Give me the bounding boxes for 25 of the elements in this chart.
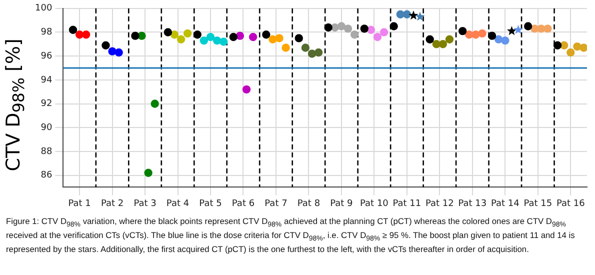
y-tick-label: 86: [40, 170, 52, 181]
y-tick-label: 100: [34, 4, 52, 14]
x-tick-label: Pat 15: [524, 198, 552, 209]
x-tick-label: Pat 8: [297, 198, 320, 209]
x-tick-label: Pat 6: [232, 198, 255, 209]
x-tick-label: Pat 7: [264, 198, 288, 209]
y-tick-label: 96: [40, 51, 52, 62]
x-tick-label: Pat 13: [458, 198, 487, 209]
x-tick-label: Pat 3: [134, 198, 156, 209]
x-tick-label: Pat 11: [392, 198, 422, 209]
x-tick-label: Pat 14: [490, 198, 520, 209]
y-tick-label: 92: [40, 99, 52, 110]
y-tick-label: 98: [40, 28, 52, 38]
y-tick-label: 90: [40, 122, 52, 133]
x-tick-label: Pat 2: [100, 198, 124, 209]
x-tick-label: Pat 1: [68, 198, 91, 209]
x-tick-label: Pat 10: [360, 198, 389, 209]
x-tick-label: Pat 9: [330, 198, 354, 209]
y-tick-label: 88: [40, 146, 52, 157]
text: Figure 1: CTV D$_{98%}$ variation, where the black points represent CTV D$_{98%}$ achieved at the planning CT (pCT) whereas the colored ones are CTV D$_{98%}$ received at the verification CTs (vCTs). The blue line is the dose criteria for CTV D$_{98%}$, i.e. CTV D$_{98%}$ ≥ 95 %. The boost plan given to patient 11 and 14 is represented by the stars. Additionally, the first acquired CT (pCT) is the one furthest to the left, with the vCTs thereafter in order of acquisition.: [6, 216, 575, 254]
x-tick-label: Pat 5: [199, 198, 222, 209]
x-tick-label: Pat 12: [425, 198, 454, 209]
x-tick-label: Pat 16: [556, 198, 586, 209]
y-tick-label: 94: [40, 75, 52, 86]
x-tick-label: Pat 4: [166, 198, 190, 209]
